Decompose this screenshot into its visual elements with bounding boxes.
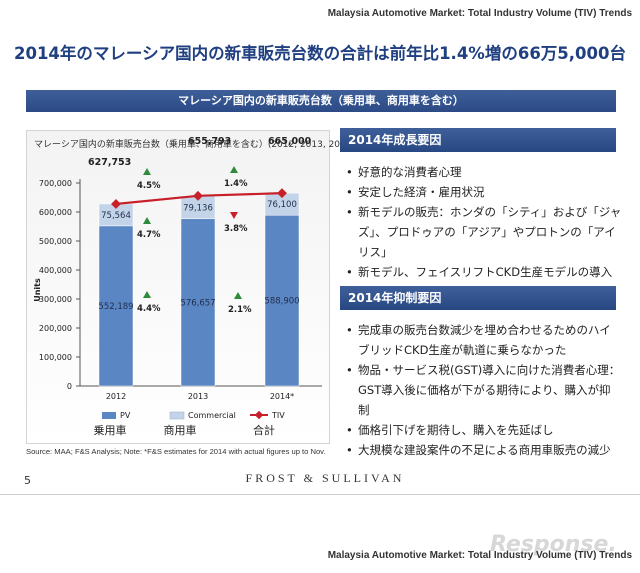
growth-up-arrow: [143, 291, 151, 298]
tiv-value-label: 655,793: [188, 136, 231, 147]
pv-bar: [264, 214, 300, 387]
growth-percent-label: 4.7%: [137, 230, 161, 240]
growth-factor-item: 安定した経済・雇用状況: [346, 182, 622, 202]
legend-commercial-swatch: [169, 411, 185, 420]
legend-commercial-label: Commercial: [188, 411, 236, 420]
growth-percent-label: 3.8%: [224, 224, 248, 234]
commercial-value-label: 79,136: [183, 203, 213, 213]
legend-pv-label: PV: [120, 411, 131, 420]
y-axis-label: Units: [33, 278, 42, 302]
commercial-value-label: 75,564: [101, 211, 131, 221]
tiv-value-label: 665,000: [268, 136, 312, 147]
page-title: 2014年のマレーシア国内の新車販売台数の合計は前年比1.4%増の66万5,00…: [13, 44, 626, 63]
growth-factor-item: 新モデルの販売：ホンダの「シティ」および「ジャズ」、プロドゥアの「アジア」やプロ…: [346, 202, 622, 262]
growth-up-arrow: [143, 217, 151, 224]
growth-down-arrow: [230, 212, 238, 219]
y-tick-label: 100,000: [39, 353, 72, 362]
section-banner: マレーシア国内の新車販売台数（乗用車、商用車を含む）: [26, 90, 616, 112]
pv-bar: [180, 218, 216, 387]
legend-tiv-marker: [254, 410, 264, 420]
growth-percent-label: 1.4%: [224, 179, 248, 189]
legend-jp-label: 商用車: [164, 423, 197, 437]
restraining-factor-item: 大規模な建設案件の不足による商用車販売の減少: [346, 440, 622, 460]
y-tick-label: 600,000: [39, 208, 72, 217]
growth-up-arrow: [230, 166, 238, 173]
page-number: 5: [24, 474, 31, 487]
legend-tiv-label: TIV: [271, 411, 285, 420]
source-note: Source: MAA; F&S Analysis; Note: *F&S es…: [26, 447, 326, 456]
growth-factors-list: 好意的な消費者心理 安定した経済・雇用状況 新モデルの販売：ホンダの「シティ」お…: [346, 162, 622, 282]
legend-pv-swatch: [102, 412, 116, 419]
growth-percent-label: 4.5%: [137, 181, 161, 191]
restraining-factors-list: 完成車の販売台数減少を埋め合わせるためのハイブリッドCKD生産が軌道に乗らなかっ…: [346, 320, 622, 460]
growth-up-arrow: [234, 292, 242, 299]
y-tick-label: 500,000: [39, 237, 72, 246]
pv-value-label: 576,657: [180, 298, 215, 308]
y-tick-label: 400,000: [39, 266, 72, 275]
growth-factors-heading: 2014年成長要因: [340, 128, 616, 152]
restraining-factor-item: 価格引下げを期待し、購入を先延ばし: [346, 420, 622, 440]
x-tick-label: 2014*: [270, 392, 294, 401]
y-tick-label: 0: [67, 382, 72, 391]
growth-factor-item: 新モデル、フェイスリフトCKD生産モデルの導入: [346, 262, 622, 282]
brand-logo: FROST & SULLIVAN: [245, 471, 405, 485]
growth-factor-item: 好意的な消費者心理: [346, 162, 622, 182]
x-tick-label: 2013: [188, 392, 208, 401]
pv-bar: [98, 225, 134, 387]
legend-jp-label: 合計: [253, 423, 275, 437]
tiv-value-label: 627,753: [88, 157, 131, 168]
restraining-factor-item: 完成車の販売台数減少を埋め合わせるためのハイブリッドCKD生産が軌道に乗らなかっ…: [346, 320, 622, 360]
legend-jp-label: 乗用車: [94, 423, 127, 437]
watermark-logo: Response.: [490, 532, 617, 557]
pv-value-label: 552,189: [98, 302, 133, 312]
footer-title: Malaysia Automotive Market: Total Indust…: [327, 550, 632, 561]
y-tick-label: 200,000: [39, 324, 72, 333]
growth-percent-label: 2.1%: [228, 305, 252, 315]
divider: [0, 494, 640, 495]
growth-percent-label: 4.4%: [137, 304, 161, 314]
header-title: Malaysia Automotive Market: Total Indust…: [327, 8, 632, 19]
restraining-factor-item: 物品・サービス税(GST)導入に向けた消費者心理：GST導入後に価格が下がる期待…: [346, 360, 622, 420]
y-tick-label: 700,000: [39, 179, 72, 188]
pv-value-label: 588,900: [264, 297, 299, 307]
commercial-value-label: 76,100: [267, 200, 297, 210]
y-tick-label: 300,000: [39, 295, 72, 304]
tiv-marker: [111, 199, 121, 209]
restraining-factors-heading: 2014年抑制要因: [340, 286, 616, 310]
x-tick-label: 2012: [106, 392, 126, 401]
chart-title: マレーシア国内の新車販売台数（乗用車、商用車を含む）(2012, 2013, 2…: [34, 140, 360, 150]
tiv-marker: [193, 190, 203, 201]
tiv-marker: [277, 188, 287, 199]
growth-up-arrow: [143, 168, 151, 175]
